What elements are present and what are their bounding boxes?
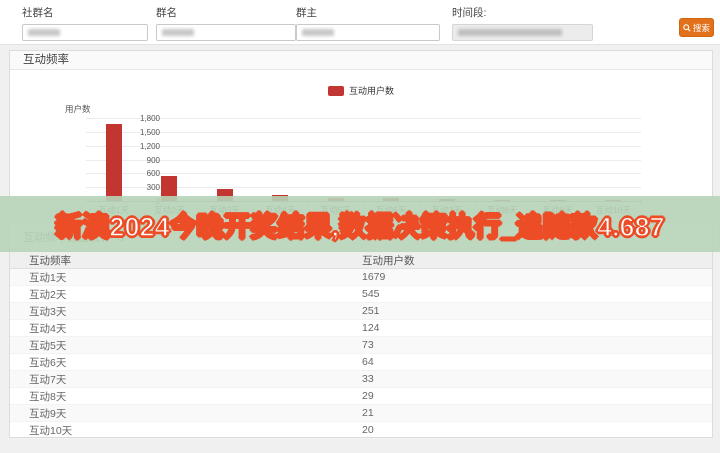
cell-frequency: 互动6天 bbox=[29, 356, 67, 369]
search-button-label: 搜索 bbox=[692, 22, 710, 33]
cell-users: 33 bbox=[362, 373, 374, 385]
cell-users: 545 bbox=[362, 288, 380, 300]
cell-frequency: 互动4天 bbox=[29, 322, 67, 335]
cell-users: 29 bbox=[362, 390, 374, 402]
group-name-input[interactable] bbox=[156, 24, 296, 41]
redacted-value bbox=[28, 29, 60, 36]
table-row[interactable]: 互动10天 20 bbox=[10, 422, 712, 439]
column-header-users: 互动用户数 bbox=[362, 254, 415, 267]
time-range-label: 时间段: bbox=[452, 7, 487, 19]
group-name-label: 群名 bbox=[156, 7, 177, 19]
table-row[interactable]: 互动8天 29 bbox=[10, 388, 712, 405]
field-time-range: 时间段: bbox=[452, 5, 593, 41]
cell-users: 1679 bbox=[362, 271, 386, 283]
promo-banner: 新澳2024今晚开奖结果,数据决策执行_追随款4.687 bbox=[0, 196, 720, 252]
gridline bbox=[86, 131, 641, 133]
community-name-label: 社群名 bbox=[22, 7, 54, 19]
filter-bar: 社群名 群名 群主 时间段: 搜索 bbox=[0, 0, 720, 45]
group-owner-input[interactable] bbox=[296, 24, 440, 41]
field-group-owner: 群主 bbox=[296, 5, 440, 41]
search-button[interactable]: 搜索 bbox=[679, 18, 714, 37]
chart-plot: 1,8001,5001,2009006003000互动1天互动2天互动3天互动4… bbox=[86, 114, 642, 215]
gridline bbox=[86, 159, 641, 161]
y-axis-title: 用户数 bbox=[65, 104, 91, 114]
gridline bbox=[86, 145, 641, 147]
table-header-row: 互动频率 互动用户数 bbox=[10, 251, 712, 269]
bar-互动1天[interactable] bbox=[105, 123, 122, 201]
y-tick-label: 900 bbox=[146, 155, 160, 165]
cell-users: 64 bbox=[362, 356, 374, 368]
chart-card: 互动频率 互动用户数 用户数 1,8001,5001,2009006003000… bbox=[9, 50, 713, 215]
cell-users: 21 bbox=[362, 407, 374, 419]
cell-frequency: 互动3天 bbox=[29, 305, 67, 318]
redacted-value bbox=[302, 29, 334, 36]
table-row[interactable]: 互动7天 33 bbox=[10, 371, 712, 388]
table-row[interactable]: 互动6天 64 bbox=[10, 354, 712, 371]
table-body: 互动1天 1679 互动2天 545 互动3天 251 互动4天 124 互动5天 73 互动6天 6… bbox=[10, 269, 712, 439]
gridline bbox=[86, 173, 641, 175]
y-tick-label: 1,500 bbox=[139, 127, 160, 137]
table-row[interactable]: 互动1天 1679 bbox=[10, 269, 712, 286]
y-tick-label: 300 bbox=[146, 183, 160, 193]
legend-label: 互动用户数 bbox=[348, 86, 394, 96]
cell-users: 20 bbox=[362, 424, 374, 436]
cell-frequency: 互动1天 bbox=[29, 271, 67, 284]
gridline bbox=[86, 187, 641, 189]
y-tick-label: 1,800 bbox=[139, 114, 160, 123]
table-row[interactable]: 互动5天 73 bbox=[10, 337, 712, 354]
cell-frequency: 互动2天 bbox=[29, 288, 67, 301]
field-group-name: 群名 bbox=[156, 5, 296, 41]
redacted-value bbox=[162, 29, 194, 36]
interaction-frequency-chart: 互动用户数 用户数 1,8001,5001,2009006003000互动1天互… bbox=[10, 70, 712, 215]
bar-互动2天[interactable] bbox=[161, 175, 178, 201]
search-icon bbox=[683, 23, 691, 32]
gridline bbox=[86, 118, 641, 119]
redacted-value bbox=[458, 29, 562, 36]
table-row[interactable]: 互动9天 21 bbox=[10, 405, 712, 422]
field-community-name: 社群名 bbox=[22, 5, 148, 41]
chart-card-title: 互动频率 bbox=[10, 51, 712, 70]
cell-frequency: 互动7天 bbox=[29, 373, 67, 386]
cell-users: 124 bbox=[362, 322, 380, 334]
bar-互动3天[interactable] bbox=[216, 189, 233, 201]
chart-legend[interactable]: 互动用户数 bbox=[10, 84, 712, 97]
cell-frequency: 互动9天 bbox=[29, 407, 67, 420]
y-tick-label: 600 bbox=[146, 169, 160, 179]
table-row[interactable]: 互动2天 545 bbox=[10, 286, 712, 303]
frequency-table-card: 互动频率数据统计 互动频率 互动用户数 互动1天1679互动2天545互动3天2… bbox=[9, 222, 713, 439]
time-range-input[interactable] bbox=[452, 24, 593, 41]
table-row[interactable]: 互动3天 251 bbox=[10, 303, 712, 320]
cell-frequency: 互动8天 bbox=[29, 390, 67, 403]
y-tick-label: 1,200 bbox=[139, 141, 160, 151]
legend-swatch bbox=[327, 85, 344, 96]
table-row[interactable]: 互动4天 124 bbox=[10, 320, 712, 337]
group-owner-label: 群主 bbox=[296, 7, 317, 19]
cell-users: 73 bbox=[362, 339, 374, 351]
cell-frequency: 互动5天 bbox=[29, 339, 67, 352]
cell-frequency: 互动10天 bbox=[29, 424, 73, 437]
column-header-frequency: 互动频率 bbox=[29, 254, 71, 267]
promo-banner-text: 新澳2024今晚开奖结果,数据决策执行_追随款4.687 bbox=[55, 211, 666, 243]
community-name-input[interactable] bbox=[22, 24, 148, 41]
cell-users: 251 bbox=[362, 305, 380, 317]
